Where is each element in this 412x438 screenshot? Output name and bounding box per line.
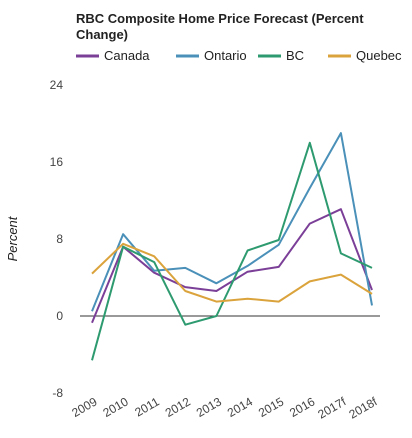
chart-title: RBC Composite Home Price Forecast (Perce… [76, 11, 364, 42]
x-tick-label: 2018f [346, 394, 380, 421]
y-tick-label: 0 [56, 309, 63, 323]
y-axis-label: Percent [5, 215, 20, 261]
legend-item-quebec: Quebec [328, 48, 402, 63]
y-tick-label: 8 [56, 232, 63, 246]
x-tick-label: 2011 [132, 394, 162, 419]
series-line-ontario [91, 132, 373, 312]
y-axis-ticks: -8 0 8 16 24 [50, 78, 64, 400]
x-axis-ticks: 2009 2010 2011 2012 2013 2014 2015 20162017f201… [69, 394, 380, 421]
x-tick-label: 2017f [315, 394, 349, 421]
x-tick-label: 2010 [100, 394, 130, 420]
series-line-quebec [91, 242, 373, 303]
legend-label: Canada [104, 48, 150, 63]
x-tick-label: 2014 [225, 394, 255, 420]
x-tick-label: 2015 [256, 394, 286, 420]
series-line-canada [91, 208, 373, 324]
legend-item-bc: BC [258, 48, 304, 63]
x-tick-label: 2013 [194, 394, 224, 420]
legend-item-ontario: Ontario [176, 48, 247, 63]
y-tick-label: 16 [50, 155, 64, 169]
legend: Canada Ontario BC Quebec [76, 48, 402, 63]
series-lines [91, 132, 373, 361]
legend-label: Ontario [204, 48, 247, 63]
x-tick-label: 2016 [287, 394, 317, 420]
legend-label: BC [286, 48, 304, 63]
y-tick-label: -8 [52, 386, 63, 400]
series-line-bc [91, 141, 373, 361]
x-tick-label: 2009 [69, 394, 99, 420]
x-tick-label: 2012 [163, 394, 193, 420]
y-tick-label: 24 [50, 78, 64, 92]
legend-item-canada: Canada [76, 48, 150, 63]
legend-label: Quebec [356, 48, 402, 63]
